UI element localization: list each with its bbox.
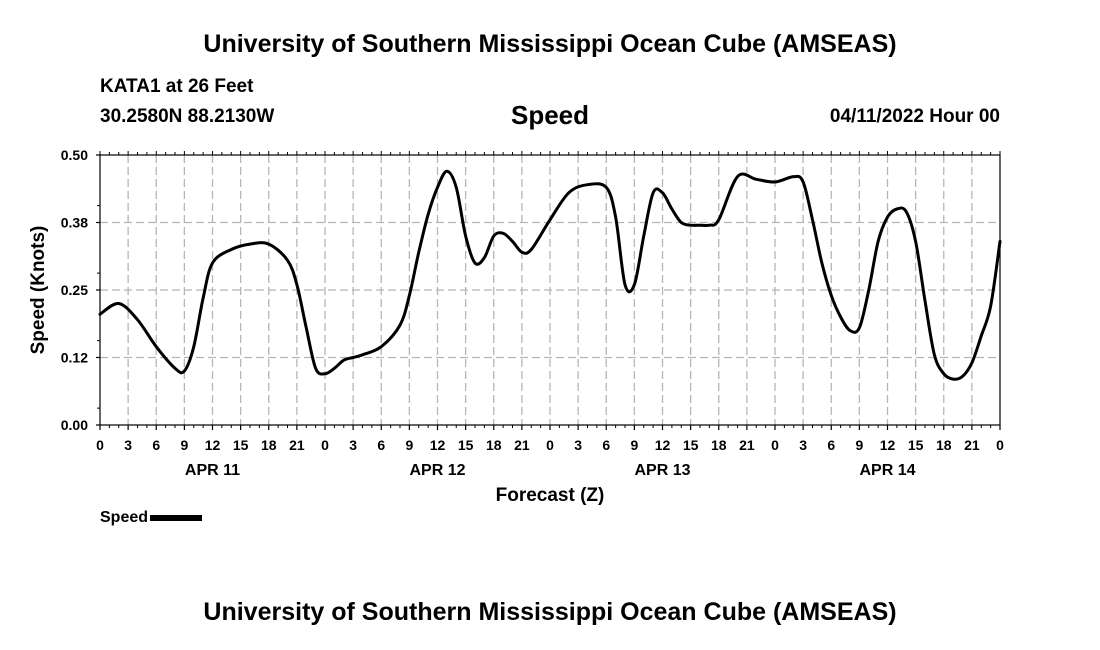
x-tick-label: 3 — [124, 437, 132, 453]
day-labels: APR 11 APR 12 APR 13 APR 14 — [185, 462, 916, 479]
x-tick-label: 18 — [711, 437, 727, 453]
y-tick-label: 0.00 — [61, 417, 88, 433]
x-tick-label: 3 — [799, 437, 807, 453]
x-tick-label: 6 — [602, 437, 610, 453]
day-label: APR 13 — [634, 462, 690, 479]
x-tick-label: 9 — [630, 437, 638, 453]
footer-title: University of Southern Mississippi Ocean… — [203, 598, 897, 626]
station-coordinates: 30.2580N 88.2130W — [100, 106, 275, 127]
x-tick-label: 15 — [683, 437, 699, 453]
y-tick-label: 0.25 — [61, 282, 88, 298]
legend-label: Speed — [100, 509, 149, 526]
forecast-datetime: 04/11/2022 Hour 00 — [829, 106, 1000, 127]
y-tick-label: 0.50 — [61, 147, 88, 163]
y-tick-label: 0.38 — [61, 215, 88, 231]
station-label: KATA1 at 26 Feet — [100, 76, 254, 97]
x-tick-label: 12 — [880, 437, 896, 453]
legend-line-swatch — [150, 515, 203, 521]
x-tick-label: 21 — [739, 437, 755, 453]
legend: Speed — [100, 509, 203, 527]
series-group — [98, 169, 1002, 381]
x-tick-label: 15 — [458, 437, 474, 453]
x-tick-label: 15 — [233, 437, 249, 453]
x-tick-label: 9 — [180, 437, 188, 453]
x-tick-label: 21 — [964, 437, 980, 453]
x-tick-label: 18 — [261, 437, 277, 453]
x-tick-label: 12 — [655, 437, 671, 453]
x-tick-label: 21 — [289, 437, 305, 453]
x-axis-title: Forecast (Z) — [496, 485, 605, 506]
x-tick-label: 9 — [405, 437, 413, 453]
x-tick-label: 21 — [514, 437, 530, 453]
day-label: APR 12 — [409, 462, 465, 479]
x-tick-label: 9 — [855, 437, 863, 453]
page-title: University of Southern Mississippi Ocean… — [203, 30, 897, 58]
y-axis-title: Speed (Knots) — [28, 226, 49, 355]
day-label: APR 11 — [185, 462, 240, 479]
x-tick-label: 15 — [908, 437, 924, 453]
x-tick-label: 0 — [321, 437, 329, 453]
x-tick-label: 0 — [771, 437, 779, 453]
grid-lines — [100, 155, 1000, 425]
x-tick-label: 18 — [486, 437, 502, 453]
x-tick-label: 6 — [152, 437, 160, 453]
day-label: APR 14 — [859, 462, 915, 479]
y-tick-labels: 0.00 0.12 0.25 0.38 0.50 — [61, 147, 88, 433]
x-tick-label: 6 — [377, 437, 385, 453]
x-tick-label: 12 — [430, 437, 446, 453]
chart-title: Speed — [510, 100, 590, 130]
x-tick-label: 6 — [827, 437, 835, 453]
x-tick-label: 3 — [349, 437, 357, 453]
x-tick-label: 0 — [96, 437, 104, 453]
x-tick-labels: 0 3 6 9 12 15 18 21 0 3 6 9 12 15 18 21 0 3 6 9 12 15 18 21 0 3 6 9… — [96, 437, 1004, 453]
x-tick-label: 3 — [574, 437, 582, 453]
x-tick-label: 18 — [936, 437, 952, 453]
plot-frame — [99, 154, 1001, 426]
x-tick-label: 12 — [205, 437, 221, 453]
y-tick-label: 0.12 — [61, 350, 88, 366]
x-tick-label: 0 — [996, 437, 1004, 453]
x-tick-label: 0 — [546, 437, 554, 453]
speed-series-line — [98, 169, 1002, 381]
